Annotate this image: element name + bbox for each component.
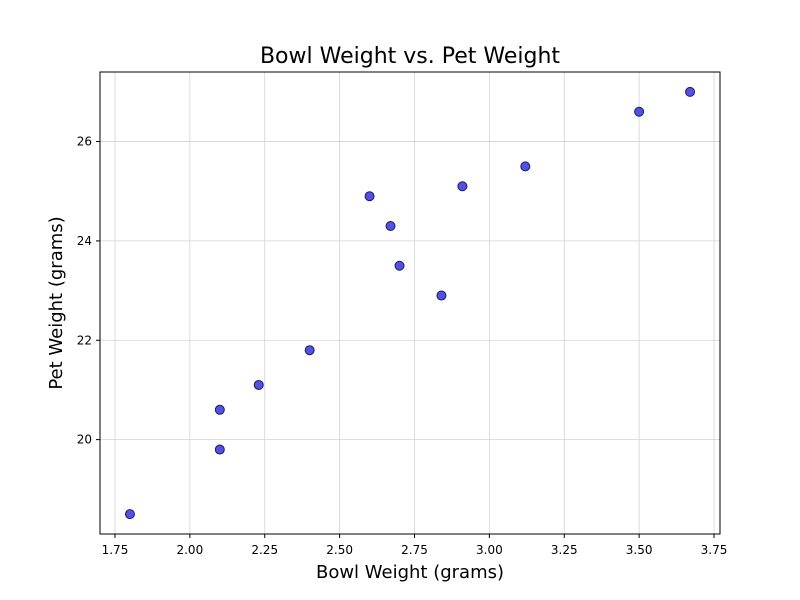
x-axis-label: Bowl Weight (grams) [316,562,504,583]
y-tick-label: 20 [77,433,92,447]
x-tick-label: 2.75 [401,543,428,557]
x-tick-label: 2.25 [251,543,278,557]
data-point [685,86,696,97]
x-tick-label: 1.75 [102,543,129,557]
data-point [394,260,405,271]
x-tick-label: 2.00 [176,543,203,557]
y-axis-label: Pet Weight (grams) [46,216,67,389]
data-point [520,161,531,172]
data-point [124,509,135,520]
data-point [304,345,315,356]
data-point [457,181,468,192]
x-tick-label: 3.00 [476,543,503,557]
data-point [364,191,375,202]
y-tick-label: 24 [77,234,92,248]
x-tick-label: 3.50 [626,543,653,557]
data-points [124,86,696,520]
data-point [214,404,225,415]
x-tick-label: 3.75 [701,543,728,557]
x-tick-label: 2.50 [326,543,353,557]
data-point [634,106,645,117]
y-tick-label: 26 [77,135,92,149]
data-point [436,290,447,301]
x-tick-label: 3.25 [551,543,578,557]
plot-area-frame [99,71,721,535]
y-tick-label: 22 [77,333,92,347]
data-point [385,221,396,231]
y-axis-ticks: 20 22 24 26 [77,135,100,447]
data-point [253,379,264,390]
grid [100,72,720,534]
x-axis-ticks: 1.75 2.00 2.25 2.50 2.75 3.00 3.25 3.50 3.75 [102,534,728,557]
chart-title: Bowl Weight vs. Pet Weight [260,44,560,69]
data-point [214,444,225,455]
